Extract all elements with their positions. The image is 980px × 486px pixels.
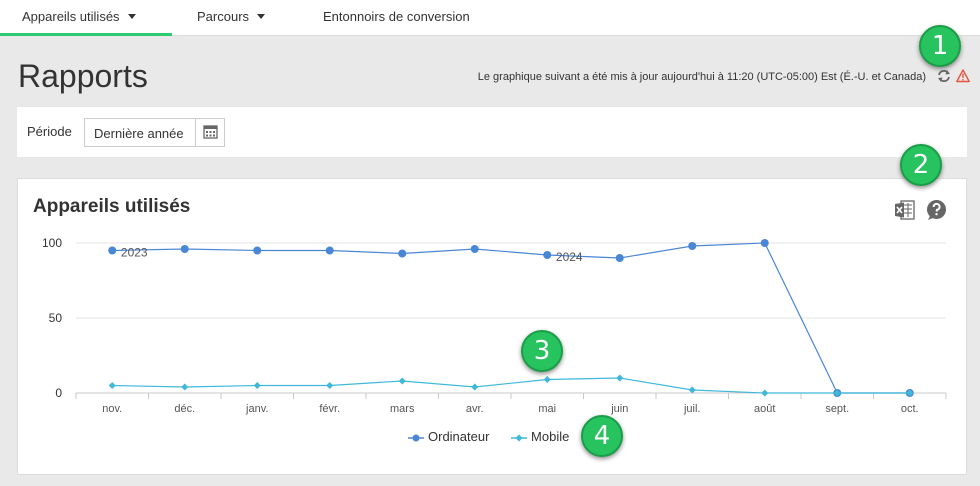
- data-point: [108, 246, 117, 255]
- data-point: [616, 374, 624, 382]
- warning-icon[interactable]: [956, 69, 970, 83]
- chart-panel: Appareils utilisés 0 50 100 nov. déc. janv. fé…: [17, 178, 967, 475]
- data-point: [615, 254, 624, 262]
- callout-badge-1: 1: [919, 25, 961, 67]
- line-chart: 0 50 100 nov. déc. janv. févr. mars avr. mai juin j…: [42, 236, 947, 415]
- legend-label: Ordinateur: [428, 429, 490, 444]
- data-point: [108, 382, 116, 389]
- period-value: Dernière année: [94, 126, 184, 141]
- x-tick-label: août: [754, 403, 775, 415]
- data-point: [688, 242, 697, 250]
- help-icon[interactable]: [926, 199, 947, 220]
- data-point: [253, 382, 261, 389]
- data-point: [181, 383, 189, 391]
- x-tick-label: oct.: [901, 403, 919, 415]
- legend-diamond-icon: [511, 434, 528, 442]
- x-tick-label: mars: [390, 403, 415, 415]
- top-navigation: Appareils utilisés Parcours Entonnoirs d…: [0, 0, 980, 36]
- callout-badge-2: 2: [900, 144, 942, 186]
- caret-down-icon: [257, 14, 266, 20]
- x-tick-label: mai: [538, 403, 556, 415]
- callout-badge-3: 3: [521, 330, 563, 372]
- period-label: Période: [27, 124, 72, 139]
- data-point: [906, 389, 914, 397]
- caret-down-icon: [127, 14, 136, 20]
- x-tick-label: févr.: [319, 403, 340, 415]
- calendar-icon: [203, 125, 218, 139]
- legend-item-ordinateur[interactable]: Ordinateur: [408, 429, 489, 444]
- x-tick-label: janv.: [245, 403, 268, 415]
- refresh-icon[interactable]: [936, 68, 952, 84]
- period-selector[interactable]: Dernière année: [84, 118, 225, 147]
- series-line-ordinateur: [112, 242, 910, 394]
- data-point: [470, 245, 479, 253]
- legend-label: Mobile: [531, 429, 570, 444]
- x-tick-label: avr.: [466, 403, 484, 415]
- data-point: [761, 389, 769, 397]
- tab-label: Entonnoirs de conversion: [323, 9, 470, 24]
- data-point: [180, 245, 189, 253]
- update-note: Le graphique suivant a été mis à jour au…: [477, 71, 926, 83]
- data-point: [325, 246, 334, 255]
- legend-circle-icon: [408, 434, 424, 442]
- period-panel: Période Dernière année: [17, 107, 967, 157]
- tab-appareils-utilises[interactable]: Appareils utilisés: [0, 0, 172, 36]
- data-point: [253, 246, 262, 255]
- x-tick-label: juin: [610, 403, 628, 415]
- x-tick-label: sept.: [825, 403, 849, 415]
- year-label: 2023: [121, 246, 148, 260]
- data-point: [543, 376, 551, 383]
- tab-parcours[interactable]: Parcours: [197, 0, 266, 36]
- data-point: [543, 251, 552, 259]
- year-label: 2024: [556, 250, 583, 264]
- calendar-button[interactable]: [195, 119, 224, 146]
- y-tick-label: 100: [42, 236, 62, 250]
- data-point: [398, 249, 407, 258]
- x-tick-label: déc.: [174, 403, 195, 415]
- tab-label: Appareils utilisés: [22, 9, 120, 24]
- x-tick-label: nov.: [102, 403, 122, 415]
- data-point: [471, 383, 479, 391]
- excel-export-icon[interactable]: [894, 199, 916, 221]
- tab-entonnoirs[interactable]: Entonnoirs de conversion: [323, 0, 470, 36]
- y-tick-label: 50: [49, 311, 63, 325]
- chart-title: Appareils utilisés: [33, 196, 191, 217]
- data-point: [760, 239, 769, 247]
- data-point: [398, 377, 406, 385]
- tab-label: Parcours: [197, 9, 250, 24]
- series-line-mobile: [112, 377, 910, 394]
- y-tick-label: 0: [55, 386, 62, 400]
- x-tick-label: juil.: [683, 403, 701, 415]
- callout-badge-4: 4: [581, 415, 623, 457]
- data-point: [833, 389, 841, 397]
- chart-legend: Ordinateur Mobile: [408, 429, 587, 444]
- data-point: [326, 382, 334, 389]
- data-point: [688, 386, 696, 394]
- page-title: Rapports: [18, 58, 148, 94]
- legend-item-mobile[interactable]: Mobile: [511, 429, 569, 444]
